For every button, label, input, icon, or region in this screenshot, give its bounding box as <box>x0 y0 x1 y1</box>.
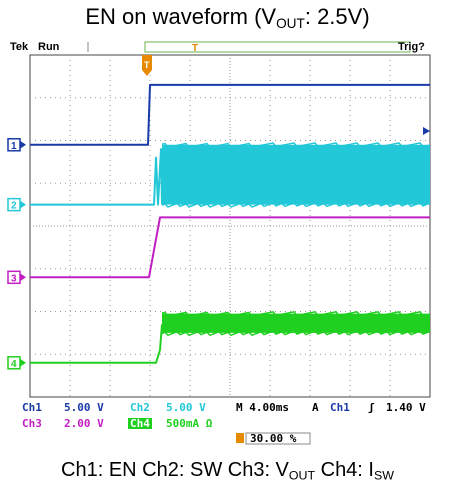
ch3-label: Ch3 <box>22 417 42 430</box>
ch2-scale: 5.00 V <box>166 401 206 414</box>
record-window-indicator <box>144 41 411 53</box>
settings-readout: Ch1 5.00 V Ch2 5.00 V M 4.00ms A Ch1 ʃ 1… <box>22 401 426 445</box>
waveform-traces <box>30 83 430 364</box>
ch4-ground-marker: 4 <box>7 356 26 370</box>
ch2-ground-arrow <box>20 200 26 209</box>
ch2-trace <box>30 148 163 206</box>
ch3-trace <box>30 216 430 279</box>
trigger-marker: T <box>142 55 152 76</box>
ch1-trace <box>30 83 430 146</box>
ch4-band-edge-top <box>161 311 430 317</box>
ch4-band-edge-bottom <box>161 330 430 337</box>
ch1-ground-marker: 1 <box>7 138 26 152</box>
ch3-ground-number: 3 <box>11 273 17 284</box>
ch3-ground-marker: 3 <box>7 270 26 284</box>
ch2-ground-marker: 2 <box>7 197 26 212</box>
ch4-ground-number: 4 <box>11 359 17 370</box>
trigger-status: Trig? <box>398 41 425 53</box>
chart-caption: Ch1: EN Ch2: SW Ch3: VOUT Ch4: ISW <box>61 459 394 483</box>
ch4-label: Ch4 <box>130 417 150 430</box>
chart-title: EN on waveform (VOUT: 2.5V) <box>85 4 370 31</box>
ch1-label: Ch1 <box>22 401 42 414</box>
run-status: Run <box>38 41 60 53</box>
trigger-level-arrow <box>423 127 430 135</box>
svg-text:T: T <box>144 60 150 70</box>
ch4-trace <box>30 324 163 364</box>
ch2-band-edge-bottom <box>161 201 430 208</box>
trigger-slope: ʃ <box>368 401 375 414</box>
trigger-position: 30.00 % <box>250 432 297 445</box>
ch2-ground-number: 2 <box>11 201 17 212</box>
ch4-switching-band <box>162 313 430 333</box>
timebase: M 4.00ms <box>236 401 289 414</box>
ch4-scale: 500mA Ω <box>166 417 213 430</box>
ch4-ground-arrow <box>20 358 26 367</box>
ch3-ground-arrow <box>20 273 26 282</box>
trigger-mode: A <box>312 401 319 414</box>
ch2-label: Ch2 <box>130 401 150 414</box>
ch2-band-edge-top <box>161 142 430 148</box>
ch2-switching-band <box>162 144 430 205</box>
status-bar: Tek Run Trig? T <box>10 41 425 54</box>
trigger-position-marker-top: T <box>192 43 198 54</box>
ch3-scale: 2.00 V <box>64 417 104 430</box>
ch1-ground-arrow <box>20 140 26 149</box>
trigger-source: Ch1 <box>330 401 350 414</box>
trigger-level: 1.40 V <box>386 401 426 414</box>
ch1-ground-number: 1 <box>11 141 17 152</box>
channel-ground-markers: 1 2 3 4 <box>7 138 26 370</box>
ch1-scale: 5.00 V <box>64 401 104 414</box>
brand-label: Tek <box>10 41 29 53</box>
